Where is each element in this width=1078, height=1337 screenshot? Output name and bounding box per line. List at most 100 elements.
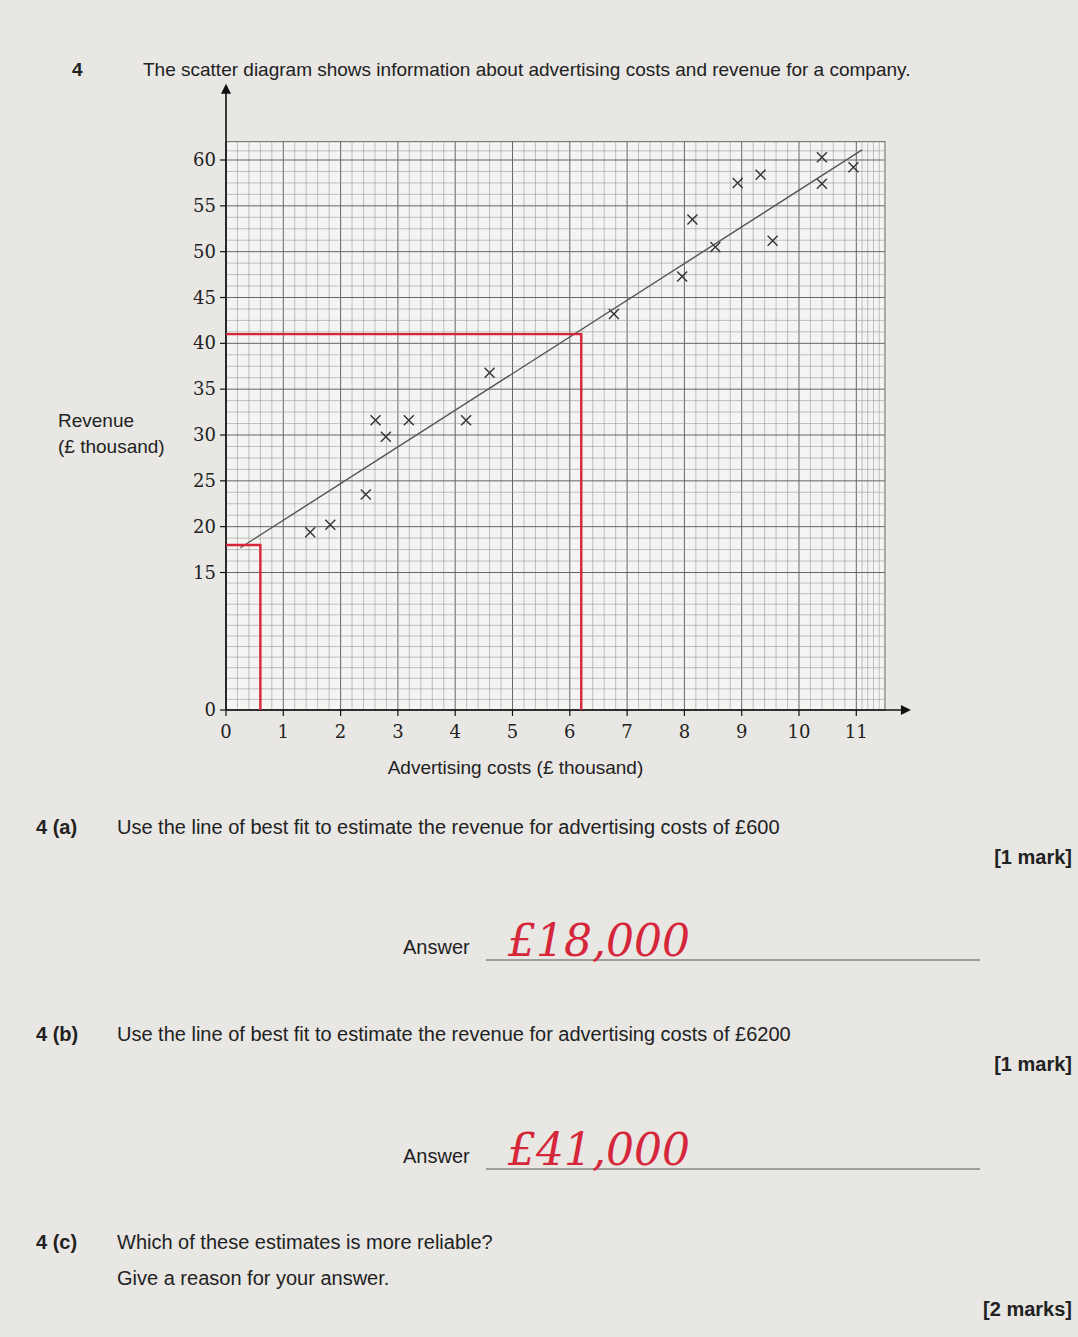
point-cross (361, 490, 371, 500)
x-tick (741, 710, 742, 716)
part-label: 4 (b) (36, 1023, 78, 1045)
grid-x (569, 142, 570, 710)
point (848, 162, 858, 172)
minor-grid-y (226, 274, 885, 275)
minor-grid-y (226, 678, 885, 679)
minor-grid-x (661, 142, 662, 710)
grid-y (226, 343, 885, 344)
minor-grid-y (226, 331, 885, 332)
point-cross (305, 527, 315, 537)
y-tick-label: 15 (193, 562, 216, 583)
minor-grid-x (271, 142, 272, 710)
point (687, 215, 697, 225)
grid-y (226, 389, 885, 390)
grid-x (397, 142, 398, 710)
minor-grid-x (409, 142, 410, 710)
x-tick (684, 710, 685, 716)
part-text: Give a reason for your answer. (117, 1267, 389, 1289)
minor-grid-x (386, 142, 387, 710)
minor-grid-x (718, 142, 719, 710)
minor-grid-y (226, 286, 885, 287)
minor-grid-y (226, 354, 885, 355)
x-tick (856, 710, 857, 716)
y-tick (220, 709, 226, 710)
point-cross (756, 170, 766, 180)
x-tick-label: 11 (845, 721, 868, 742)
marks: [1 mark] (994, 846, 1072, 868)
grid (226, 142, 885, 710)
minor-grid-y (226, 646, 885, 647)
x-tick-label: 5 (507, 721, 518, 742)
plot-area (226, 142, 885, 710)
y-tick-label: 20 (193, 516, 216, 537)
y-axis-label: Revenue (58, 410, 134, 431)
minor-grid-x (363, 142, 364, 710)
minor-grid-x (867, 142, 868, 710)
minor-grid-x (546, 142, 547, 710)
y-tick-label: 50 (193, 241, 216, 262)
minor-grid-x (294, 142, 295, 710)
grid-x (684, 142, 685, 710)
x-tick (798, 710, 799, 716)
minor-grid-x (523, 142, 524, 710)
x-tick (340, 710, 341, 716)
point-cross (817, 179, 827, 189)
minor-grid-x (489, 142, 490, 710)
x-axis-arrow (901, 705, 911, 715)
minor-grid-y (226, 228, 885, 229)
minor-grid-x (604, 142, 605, 710)
y-tick (220, 297, 226, 298)
minor-grid-y (226, 320, 885, 321)
minor-grid-x (352, 142, 353, 710)
minor-grid-y (226, 561, 885, 562)
point (485, 368, 495, 378)
point-cross (461, 415, 471, 425)
minor-grid-x (862, 142, 863, 710)
point-cross (677, 271, 687, 281)
marks: [1 mark] (994, 1053, 1072, 1075)
point (371, 415, 381, 425)
handwritten-answer: £18,000 (507, 915, 690, 966)
x-tick-label: 4 (449, 721, 460, 742)
x-tick-label: 8 (679, 721, 690, 742)
minor-grid-x (650, 142, 651, 710)
point (325, 520, 335, 530)
point (817, 179, 827, 189)
point-cross (768, 236, 778, 246)
minor-grid-y (226, 492, 885, 493)
minor-grid-y (226, 635, 885, 636)
minor-grid-x (501, 142, 502, 710)
y-tick (220, 526, 226, 527)
question-number: 4 (72, 59, 83, 80)
point-cross (817, 152, 827, 162)
answer-label: Answer (403, 1145, 470, 1167)
grid-y (226, 480, 885, 481)
x-tick-label: 2 (335, 721, 346, 742)
minor-grid-x (329, 142, 330, 710)
minor-grid-y (226, 366, 885, 367)
minor-grid-x (810, 142, 811, 710)
minor-grid-x (248, 142, 249, 710)
point-cross (848, 162, 858, 172)
grid-x (340, 142, 341, 710)
point-cross (381, 432, 391, 442)
x-axis-label: Advertising costs (£ thousand) (388, 757, 644, 778)
minor-grid-y (226, 171, 885, 172)
x-tick (283, 710, 284, 716)
minor-grid-x (672, 142, 673, 710)
minor-grid-y (226, 377, 885, 378)
grid-y (226, 160, 885, 161)
y-tick-label: 30 (193, 424, 216, 445)
x-tick-label: 1 (278, 721, 289, 742)
minor-grid-y (226, 457, 885, 458)
minor-grid-y (226, 604, 885, 605)
grid-x (283, 142, 284, 710)
data (226, 150, 862, 710)
y-tick-label: 25 (193, 470, 216, 491)
x-tick (626, 710, 627, 716)
minor-grid-x (638, 142, 639, 710)
point-cross (404, 415, 414, 425)
line (240, 150, 862, 548)
minor-grid-x (478, 142, 479, 710)
minor-grid-y (226, 217, 885, 218)
